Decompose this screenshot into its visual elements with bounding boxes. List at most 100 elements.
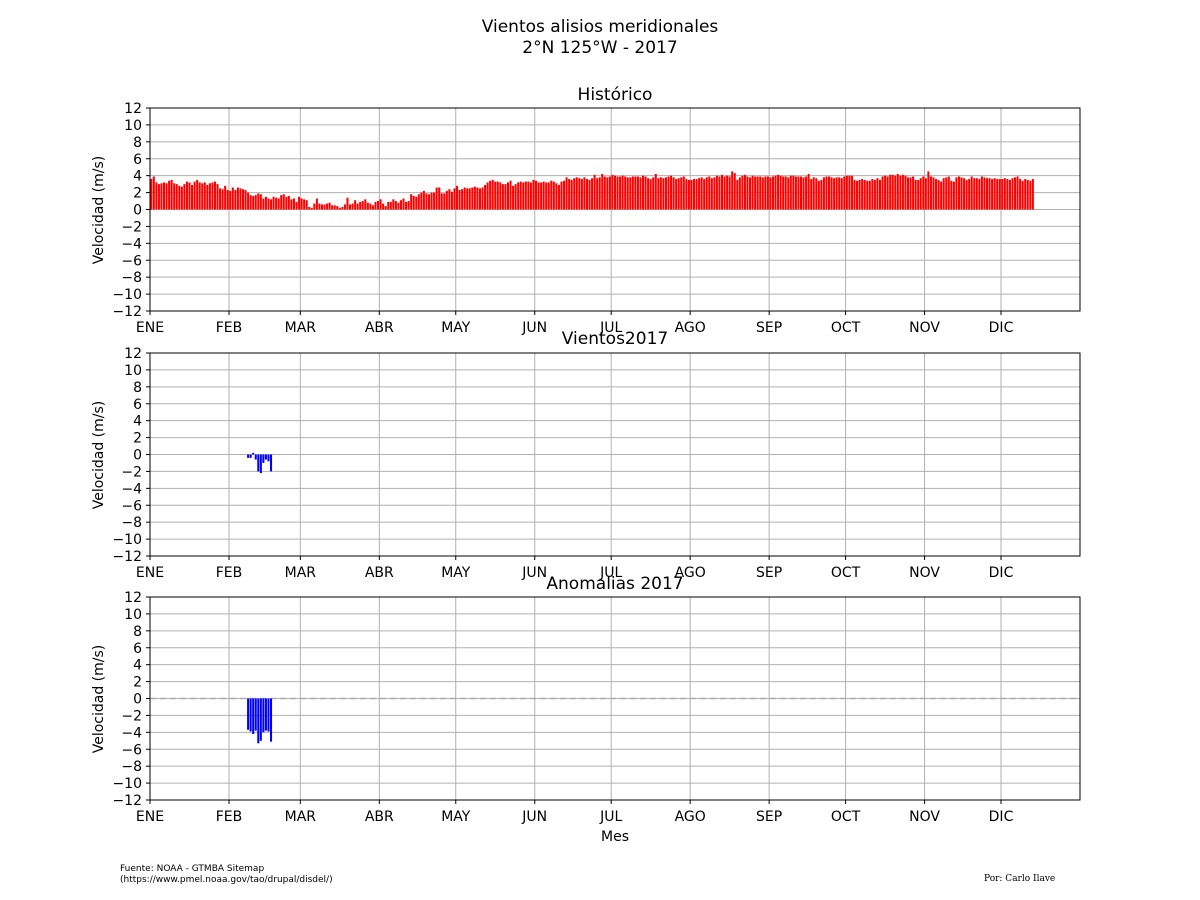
bar	[501, 184, 504, 210]
bar	[234, 190, 237, 210]
bar	[675, 179, 678, 210]
bar	[598, 177, 601, 210]
x-tick-label: MAR	[285, 809, 317, 825]
bar	[252, 452, 255, 455]
bar	[438, 187, 441, 210]
bar	[565, 177, 568, 210]
bar	[211, 182, 214, 210]
bar	[654, 173, 657, 210]
y-tick-label: −6	[121, 498, 142, 514]
bar	[906, 177, 910, 210]
bar	[484, 184, 487, 210]
bar	[364, 199, 367, 210]
y-tick-label: 8	[133, 135, 142, 151]
bar	[354, 200, 357, 210]
bar	[700, 177, 703, 210]
bar	[868, 180, 871, 210]
x-tick-label: SEP	[756, 565, 782, 581]
bar	[573, 178, 576, 210]
bar	[310, 207, 313, 210]
bar	[570, 179, 573, 210]
bar	[461, 189, 464, 210]
y-tick-label: 12	[124, 590, 142, 606]
bar	[267, 198, 270, 210]
bar	[973, 178, 976, 210]
y-tick-label: 6	[133, 641, 142, 657]
x-tick-label: DIC	[989, 809, 1014, 825]
bar	[249, 195, 252, 210]
bar	[749, 177, 752, 210]
figure-title: Vientos alisios meridionales	[482, 17, 719, 37]
x-tick-label: AGO	[675, 320, 706, 336]
bar	[270, 698, 273, 742]
x-tick-label: ABR	[365, 809, 394, 825]
bar	[914, 179, 917, 210]
x-tick-label: NOV	[909, 565, 940, 581]
bar	[463, 187, 466, 210]
bar	[899, 175, 902, 210]
bar	[585, 179, 588, 210]
bar	[621, 175, 624, 210]
bar	[208, 183, 211, 210]
bar	[871, 179, 874, 210]
bar	[512, 185, 515, 210]
bar	[262, 198, 265, 210]
bar	[216, 184, 219, 210]
bar	[173, 183, 176, 210]
bar	[239, 188, 242, 210]
bar	[583, 177, 586, 210]
bar	[720, 174, 724, 210]
bar	[901, 174, 904, 210]
bar	[703, 179, 706, 210]
bar	[264, 698, 267, 731]
bar	[203, 182, 206, 210]
bar	[680, 177, 683, 210]
bar	[282, 194, 285, 210]
bar	[843, 176, 846, 210]
bar	[519, 181, 522, 210]
bar	[425, 193, 428, 210]
bar	[545, 182, 548, 210]
bar	[522, 182, 525, 210]
chart-panel-anomalias: Anomalias 2017 Velocidad (m/s) Mes 12108…	[91, 574, 1081, 845]
bar	[315, 198, 318, 210]
bar	[165, 183, 168, 210]
bar	[774, 175, 777, 210]
bar	[856, 180, 859, 210]
bar	[341, 206, 344, 210]
bar	[389, 201, 392, 210]
bar	[244, 190, 247, 210]
y-tick-label: 8	[133, 624, 142, 640]
bar	[1031, 179, 1034, 210]
bar	[682, 176, 685, 210]
bar	[313, 203, 316, 210]
bar	[468, 188, 471, 210]
bar	[677, 178, 680, 210]
bar	[613, 175, 617, 210]
bar	[356, 203, 359, 210]
bar	[453, 188, 456, 210]
bar	[280, 195, 283, 210]
chart-panel-historico: Histórico Velocidad (m/s) 121086420−2−4−…	[91, 85, 1081, 336]
bar	[170, 179, 173, 210]
bar	[575, 177, 578, 210]
bar	[270, 199, 273, 210]
bar	[333, 205, 336, 210]
bar	[287, 195, 290, 210]
bar	[478, 188, 481, 210]
bar	[405, 201, 408, 210]
bar	[636, 176, 639, 210]
bar	[236, 187, 239, 210]
x-tick-label: FEB	[216, 809, 243, 825]
bar	[524, 181, 527, 210]
bar	[929, 176, 932, 210]
x-tick-label: NOV	[909, 320, 940, 336]
bar	[833, 178, 836, 210]
bar	[415, 196, 418, 210]
bar	[713, 177, 716, 210]
y-tick-label: 2	[133, 186, 142, 202]
bar	[652, 177, 655, 210]
bar	[848, 175, 851, 210]
bar	[509, 180, 512, 210]
y-tick-label: 8	[133, 380, 142, 396]
